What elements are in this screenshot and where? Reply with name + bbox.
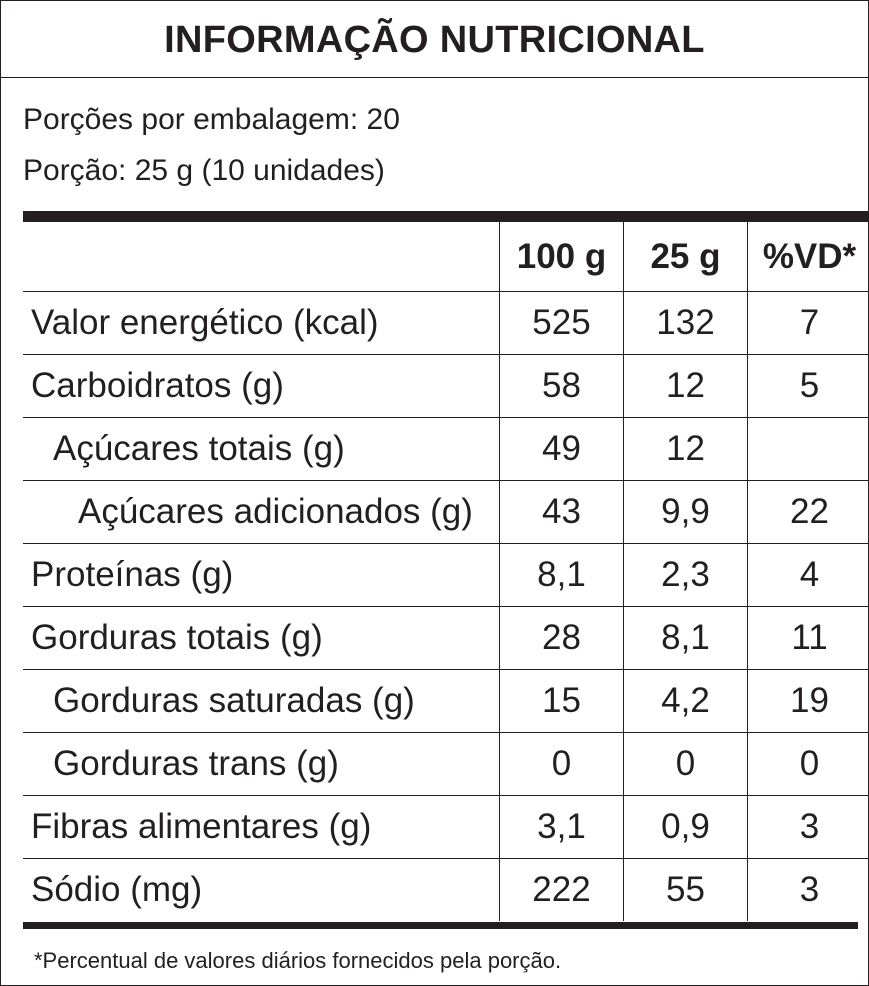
daily-value-percent: 11 (747, 606, 869, 670)
daily-value-percent: 19 (747, 669, 869, 733)
value-per-serving: 2,3 (623, 543, 748, 607)
value-per-serving: 0 (623, 732, 748, 796)
nutrient-name: Carboidratos (g) (23, 354, 500, 418)
table-row: Sódio (mg) 222 55 3 (23, 858, 869, 921)
nutrient-name: Sódio (mg) (31, 870, 203, 909)
value-per-100g: 525 (499, 291, 624, 355)
table-row: Gorduras totais (g) 28 8,1 11 (23, 606, 869, 670)
nutrient-name: Fibras alimentares (g) (23, 795, 500, 859)
daily-value-percent: 0 (747, 732, 869, 796)
daily-value-percent: 3 (747, 795, 869, 859)
table-row: Açúcares totais (g) 49 12 (23, 417, 869, 481)
footnote: *Percentual de valores diários fornecido… (34, 948, 562, 973)
value-per-serving: 0,9 (623, 795, 748, 859)
daily-value-percent: 7 (747, 291, 869, 355)
value-per-serving: 12 (623, 354, 748, 418)
daily-value-percent: 4 (747, 543, 869, 607)
value-per-serving: 12 (623, 417, 748, 481)
value-per-100g: 8,1 (499, 543, 624, 607)
nutrient-name: Proteínas (g) (23, 543, 500, 607)
daily-value-percent (747, 417, 869, 481)
value-per-100g: 28 (499, 606, 624, 670)
table-row: Carboidratos (g) 58 12 5 (23, 354, 869, 418)
value-per-100g: 43 (499, 480, 624, 544)
table-row: Proteínas (g) 8,1 2,3 4 (23, 543, 869, 607)
value-per-100g: 222 (499, 858, 624, 921)
table-row: Gorduras saturadas (g) 15 4,2 19 (23, 669, 869, 733)
daily-value-percent: 5 (747, 354, 869, 418)
nutrient-name: Gorduras totais (g) (23, 606, 500, 670)
daily-value-percent: 3 (747, 858, 869, 921)
header-per-serving: 25 g (623, 222, 748, 292)
value-per-serving: 132 (623, 291, 748, 355)
serving-size: Porção: 25 g (10 unidades) (23, 154, 385, 187)
value-per-100g: 49 (499, 417, 624, 481)
header-daily-value: %VD* (747, 222, 869, 292)
nutrient-name: Açúcares adicionados (g) (23, 480, 500, 544)
header-nutrient (23, 222, 500, 292)
nutrition-table: 100 g 25 g %VD* Valor energético (kcal) 5… (23, 222, 869, 921)
servings-per-package: Porções por embalagem: 20 (23, 103, 400, 136)
value-per-serving: 9,9 (623, 480, 748, 544)
nutrient-name: Gorduras saturadas (g) (23, 669, 500, 733)
nutrient-name: Valor energético (kcal) (23, 291, 500, 355)
value-per-serving: 4,2 (623, 669, 748, 733)
value-per-100g: 15 (499, 669, 624, 733)
footer-thick-divider (23, 922, 858, 929)
value-per-100g: 58 (499, 354, 624, 418)
value-per-serving: 55 (623, 858, 748, 921)
title-divider (1, 77, 868, 78)
value-per-100g: 0 (499, 732, 624, 796)
table-row: Fibras alimentares (g) 3,1 0,9 3 (23, 795, 869, 859)
table-row: Valor energético (kcal) 525 132 7 (23, 291, 869, 355)
table-row: Açúcares adicionados (g) 43 9,9 22 (23, 480, 869, 544)
header-thick-divider (23, 211, 868, 222)
value-per-100g: 3,1 (499, 795, 624, 859)
table-row: Gorduras trans (g) 0 0 0 (23, 732, 869, 796)
table-header-row: 100 g 25 g %VD* (23, 222, 869, 292)
label-title: INFORMAÇÃO NUTRICIONAL (164, 19, 705, 61)
value-per-serving: 8,1 (623, 606, 748, 670)
nutrient-name: Gorduras trans (g) (23, 732, 500, 796)
daily-value-percent: 22 (747, 480, 869, 544)
nutrient-name: Açúcares totais (g) (23, 417, 500, 481)
header-per-100g: 100 g (499, 222, 624, 292)
